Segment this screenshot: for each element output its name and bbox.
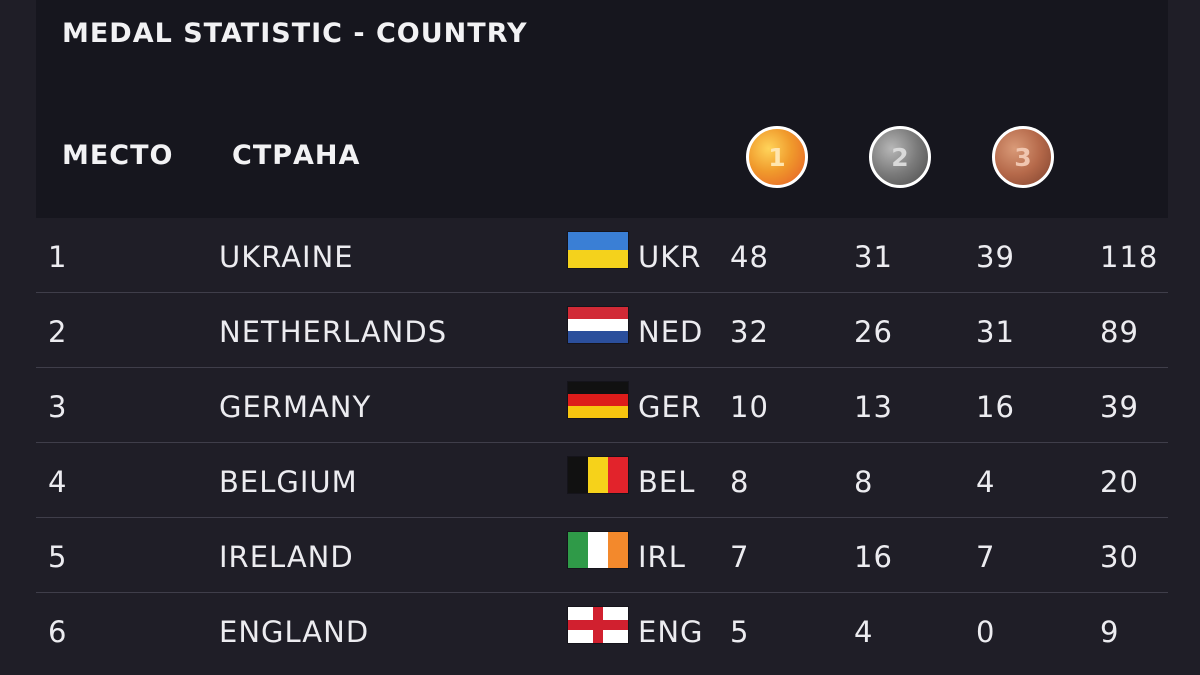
bronze-count-cell: 4 — [976, 465, 996, 499]
gold-count-cell: 48 — [730, 240, 769, 274]
germany-flag-icon — [568, 382, 628, 418]
country-name-cell: GERMANY — [219, 390, 372, 424]
rank-cell: 5 — [48, 540, 68, 574]
belgium-flag-icon — [568, 457, 628, 493]
table-row[interactable]: 1 UKRAINE UKR 48 31 39 118 — [36, 218, 1168, 293]
table-row[interactable]: 4 BELGIUM BEL 8 8 4 20 — [36, 443, 1168, 518]
rank-cell: 6 — [48, 615, 68, 649]
silver-count-cell: 16 — [854, 540, 893, 574]
country-name-cell: IRELAND — [219, 540, 354, 574]
country-code-cell: ENG — [638, 615, 704, 649]
table-row[interactable]: 6 ENGLAND ENG 5 4 0 9 — [36, 593, 1168, 668]
total-count-cell: 20 — [1100, 465, 1139, 499]
country-name-cell: NETHERLANDS — [219, 315, 448, 349]
bronze-count-cell: 0 — [976, 615, 996, 649]
gold-count-cell: 7 — [730, 540, 750, 574]
bronze-medal-label: 3 — [1014, 142, 1032, 172]
country-code-cell: NED — [638, 315, 704, 349]
silver-count-cell: 31 — [854, 240, 893, 274]
bronze-count-cell: 16 — [976, 390, 1015, 424]
silver-count-cell: 13 — [854, 390, 893, 424]
country-code-cell: IRL — [638, 540, 686, 574]
gold-count-cell: 5 — [730, 615, 750, 649]
table-row[interactable]: 3 GERMANY GER 10 13 16 39 — [36, 368, 1168, 443]
table-row[interactable]: 5 IRELAND IRL 7 16 7 30 — [36, 518, 1168, 593]
column-header-place: МЕСТО — [62, 140, 174, 171]
column-header-country: СТРАНА — [232, 140, 361, 171]
country-code-cell: GER — [638, 390, 702, 424]
bronze-medal-icon: 3 — [992, 126, 1054, 188]
rank-cell: 2 — [48, 315, 68, 349]
country-name-cell: ENGLAND — [219, 615, 370, 649]
gold-medal-icon: 1 — [746, 126, 808, 188]
netherlands-flag-icon — [568, 307, 628, 343]
silver-medal-icon: 2 — [869, 126, 931, 188]
silver-count-cell: 26 — [854, 315, 893, 349]
table-row[interactable]: 2 NETHERLANDS NED 32 26 31 89 — [36, 293, 1168, 368]
gold-count-cell: 8 — [730, 465, 750, 499]
total-count-cell: 9 — [1100, 615, 1120, 649]
silver-count-cell: 8 — [854, 465, 874, 499]
ireland-flag-icon — [568, 532, 628, 568]
silver-medal-label: 2 — [891, 142, 909, 172]
bronze-count-cell: 7 — [976, 540, 996, 574]
total-count-cell: 89 — [1100, 315, 1139, 349]
ukraine-flag-icon — [568, 232, 628, 268]
total-count-cell: 30 — [1100, 540, 1139, 574]
country-code-cell: BEL — [638, 465, 696, 499]
rank-cell: 3 — [48, 390, 68, 424]
silver-count-cell: 4 — [854, 615, 874, 649]
gold-medal-label: 1 — [768, 142, 786, 172]
country-name-cell: BELGIUM — [219, 465, 358, 499]
medal-table-body: 1 UKRAINE UKR 48 31 39 118 2 NETHERLANDS… — [36, 218, 1168, 668]
bronze-count-cell: 31 — [976, 315, 1015, 349]
gold-count-cell: 32 — [730, 315, 769, 349]
country-code-cell: UKR — [638, 240, 702, 274]
gold-count-cell: 10 — [730, 390, 769, 424]
total-count-cell: 39 — [1100, 390, 1139, 424]
country-name-cell: UKRAINE — [219, 240, 354, 274]
bronze-count-cell: 39 — [976, 240, 1015, 274]
page-title: MEDAL STATISTIC - COUNTRY — [62, 18, 528, 49]
rank-cell: 4 — [48, 465, 68, 499]
england-flag-icon — [568, 607, 628, 643]
rank-cell: 1 — [48, 240, 68, 274]
table-header-panel — [36, 0, 1168, 218]
total-count-cell: 118 — [1100, 240, 1159, 274]
